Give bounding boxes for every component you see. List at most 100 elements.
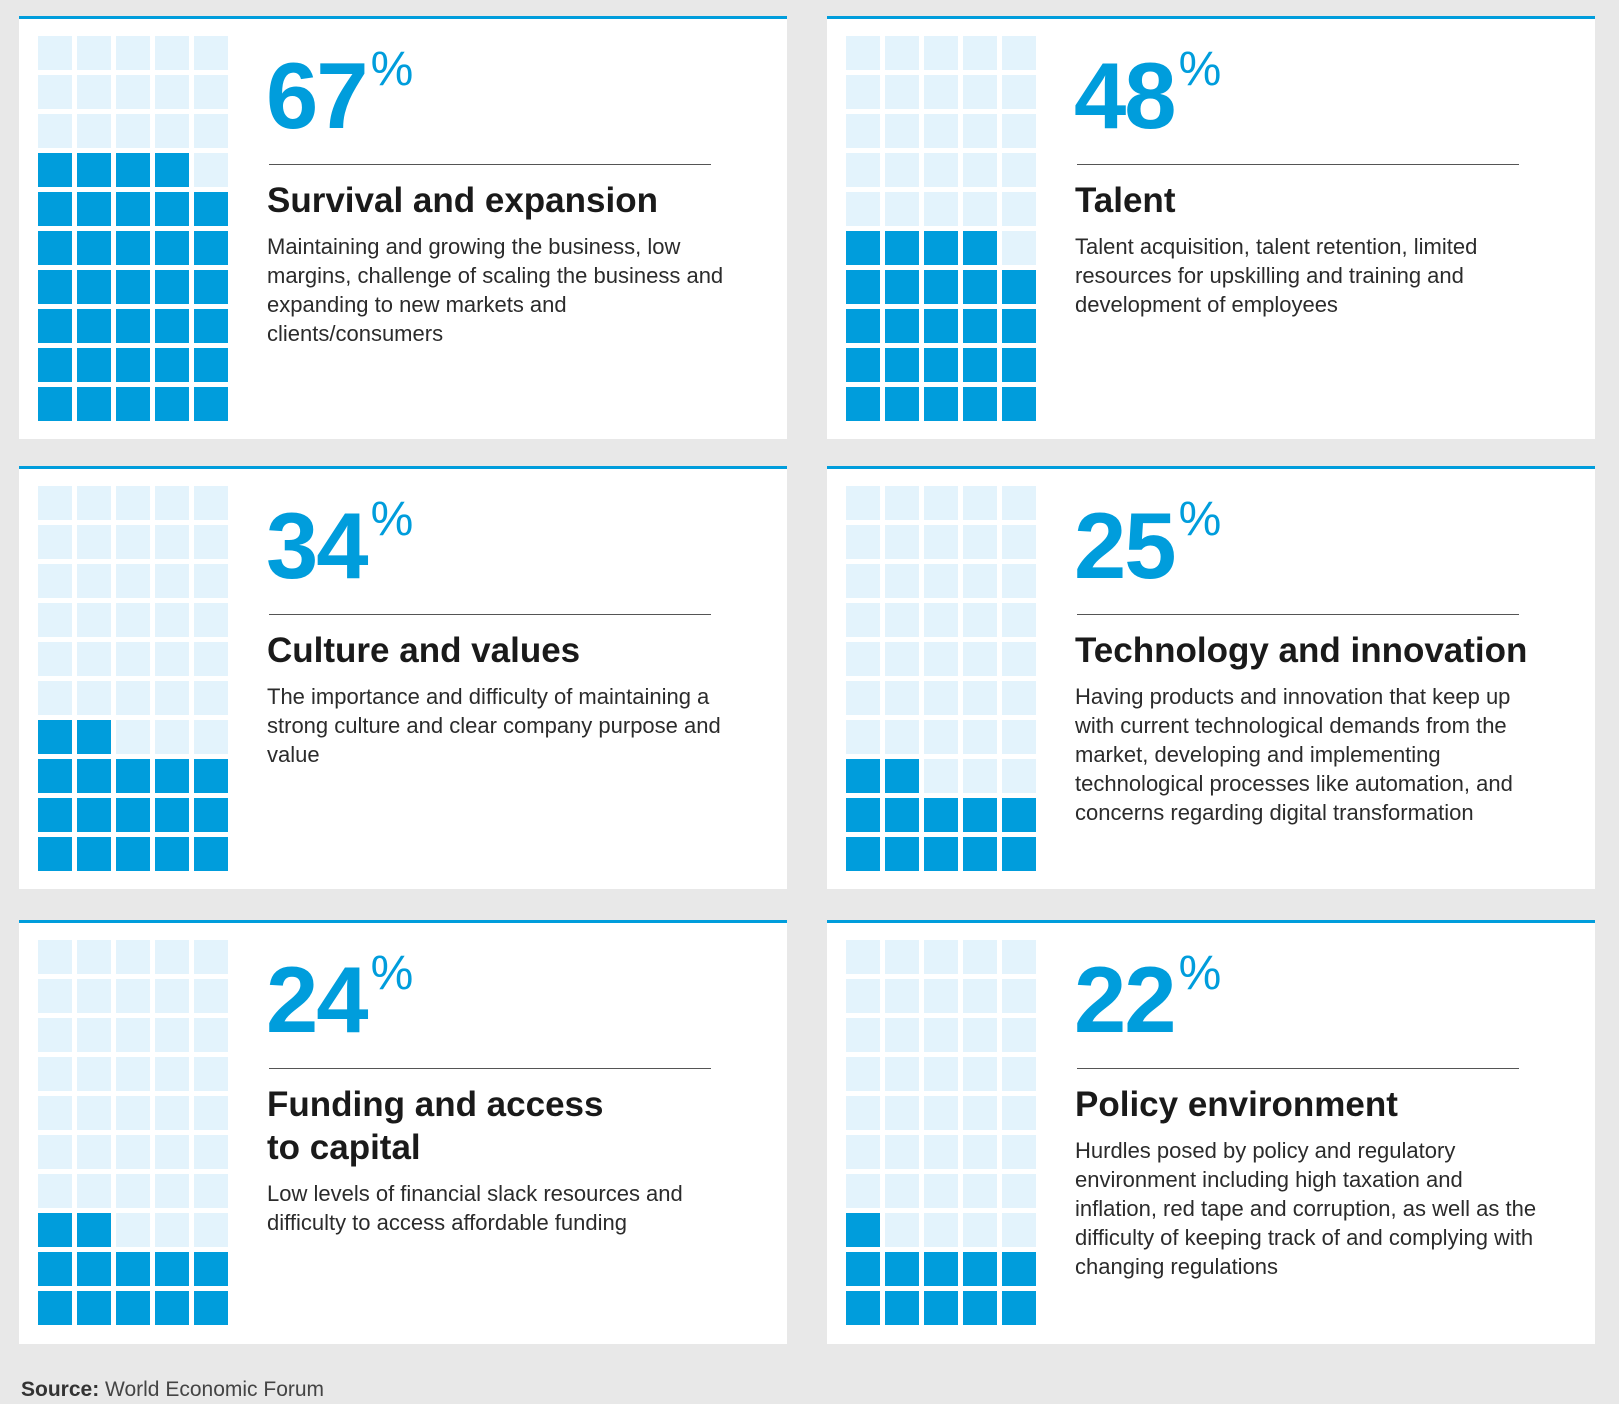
waffle-cell-empty — [885, 603, 919, 637]
waffle-cell-empty — [963, 681, 997, 715]
waffle-cell-filled — [38, 309, 72, 343]
waffle-cell-filled — [38, 1291, 72, 1325]
waffle-grid — [846, 36, 1036, 421]
waffle-cell-empty — [963, 603, 997, 637]
percent-number: 25 — [1074, 493, 1177, 598]
waffle-cell-filled — [1002, 1291, 1036, 1325]
waffle-cell-empty — [846, 603, 880, 637]
waffle-cell-empty — [924, 75, 958, 109]
waffle-cell-filled — [1002, 837, 1036, 871]
waffle-cell-filled — [77, 1291, 111, 1325]
waffle-cell-empty — [846, 36, 880, 70]
percent-sign: % — [1178, 43, 1222, 96]
percent-sign: % — [1178, 493, 1222, 546]
waffle-cell-empty — [1002, 1135, 1036, 1169]
waffle-cell-filled — [1002, 387, 1036, 421]
waffle-cell-filled — [116, 759, 150, 793]
waffle-cell-filled — [194, 348, 228, 382]
waffle-cell-empty — [924, 720, 958, 754]
waffle-cell-empty — [846, 1096, 880, 1130]
waffle-cell-empty — [116, 525, 150, 559]
waffle-grid — [846, 940, 1036, 1325]
waffle-cell-filled — [194, 270, 228, 304]
waffle-cell-filled — [1002, 348, 1036, 382]
waffle-cell-empty — [885, 153, 919, 187]
waffle-cell-empty — [155, 114, 189, 148]
waffle-cell-empty — [963, 1135, 997, 1169]
waffle-cell-empty — [77, 603, 111, 637]
waffle-cell-empty — [885, 1213, 919, 1247]
waffle-cell-filled — [116, 153, 150, 187]
waffle-cell-filled — [885, 837, 919, 871]
waffle-cell-empty — [116, 1018, 150, 1052]
waffle-cell-empty — [116, 564, 150, 598]
waffle-cell-empty — [77, 525, 111, 559]
waffle-cell-empty — [38, 642, 72, 676]
waffle-cell-empty — [194, 1096, 228, 1130]
waffle-cell-filled — [77, 837, 111, 871]
waffle-cell-filled — [77, 153, 111, 187]
waffle-cell-filled — [38, 1213, 72, 1247]
waffle-cell-empty — [885, 1174, 919, 1208]
waffle-cell-filled — [924, 1291, 958, 1325]
waffle-cell-empty — [77, 1018, 111, 1052]
waffle-cell-empty — [846, 525, 880, 559]
waffle-cell-empty — [155, 642, 189, 676]
waffle-cell-empty — [1002, 525, 1036, 559]
waffle-cell-empty — [885, 979, 919, 1013]
waffle-cell-empty — [1002, 979, 1036, 1013]
waffle-cell-empty — [885, 525, 919, 559]
waffle-cell-filled — [155, 837, 189, 871]
waffle-cell-filled — [846, 348, 880, 382]
waffle-cell-empty — [963, 1096, 997, 1130]
waffle-cell-filled — [77, 348, 111, 382]
percent-value: 22 % — [1074, 950, 1544, 1055]
waffle-cell-empty — [885, 1018, 919, 1052]
waffle-card-culture: 34 % Culture and values The importance a… — [19, 466, 787, 889]
waffle-cell-empty — [155, 1018, 189, 1052]
card-description: Talent acquisition, talent retention, li… — [1075, 234, 1478, 317]
divider — [269, 164, 711, 165]
waffle-cell-empty — [77, 486, 111, 520]
waffle-cell-empty — [846, 681, 880, 715]
card-description: Low levels of financial slack resources … — [267, 1181, 683, 1235]
waffle-cell-empty — [924, 1174, 958, 1208]
waffle-cell-filled — [116, 309, 150, 343]
waffle-cell-empty — [155, 525, 189, 559]
waffle-cell-empty — [38, 525, 72, 559]
waffle-card-policy: 22 % Policy environment Hurdles posed by… — [827, 920, 1595, 1344]
card-title: Funding and access to capital — [267, 1085, 604, 1167]
waffle-cell-filled — [1002, 270, 1036, 304]
waffle-cell-empty — [38, 114, 72, 148]
divider — [1077, 614, 1519, 615]
waffle-cell-empty — [846, 979, 880, 1013]
waffle-cell-empty — [1002, 564, 1036, 598]
waffle-cell-filled — [1002, 309, 1036, 343]
waffle-cell-filled — [846, 1213, 880, 1247]
waffle-cell-filled — [963, 1291, 997, 1325]
waffle-cell-empty — [924, 153, 958, 187]
waffle-cell-empty — [116, 1174, 150, 1208]
waffle-cell-filled — [924, 387, 958, 421]
waffle-grid — [38, 36, 228, 421]
waffle-cell-filled — [77, 798, 111, 832]
waffle-cell-empty — [846, 564, 880, 598]
waffle-cell-filled — [155, 1252, 189, 1286]
waffle-cell-empty — [116, 642, 150, 676]
waffle-cell-empty — [116, 681, 150, 715]
waffle-cell-empty — [885, 642, 919, 676]
waffle-cell-empty — [155, 681, 189, 715]
waffle-cell-filled — [885, 231, 919, 265]
waffle-cell-empty — [924, 1096, 958, 1130]
percent-value: 25 % — [1074, 493, 1544, 601]
waffle-cell-empty — [77, 1135, 111, 1169]
waffle-cell-empty — [116, 75, 150, 109]
waffle-cell-filled — [885, 798, 919, 832]
waffle-cell-empty — [924, 192, 958, 226]
waffle-cell-empty — [924, 114, 958, 148]
waffle-cell-empty — [77, 642, 111, 676]
waffle-cell-empty — [1002, 1096, 1036, 1130]
waffle-cell-empty — [924, 486, 958, 520]
waffle-cell-empty — [155, 1213, 189, 1247]
waffle-cell-filled — [155, 309, 189, 343]
